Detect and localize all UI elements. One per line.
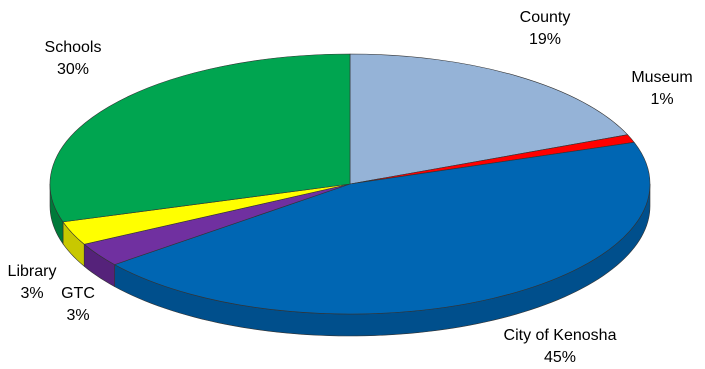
slice-label-library-pct: 3%: [20, 285, 44, 302]
slice-label-county-pct: 19%: [528, 31, 562, 48]
slice-label-library-name: Library: [7, 263, 57, 280]
slice-label-gtc-name: GTC: [61, 285, 95, 302]
slice-label-museum: Museum 1%: [622, 67, 702, 111]
pie-top: [49, 53, 651, 315]
pie-depth: [49, 183, 651, 337]
slice-city-of-kenosha: [114, 141, 651, 315]
slice-label-museum-name: Museum: [631, 69, 693, 86]
slice-label-library: Library 3%: [2, 261, 62, 305]
slice-label-county-name: County: [519, 9, 571, 26]
slice-label-schools-pct: 30%: [56, 61, 90, 78]
slice-label-city-of-kenosha-pct: 45%: [543, 349, 577, 366]
slice-label-gtc: GTC 3%: [38, 283, 118, 327]
slice-county: [349, 53, 628, 185]
slice-label-city-of-kenosha: City of Kenosha 45%: [485, 325, 635, 369]
slice-label-schools-name: Schools: [44, 39, 102, 56]
slice-label-schools: Schools 30%: [33, 37, 113, 81]
slice-schools: [49, 53, 351, 223]
slice-label-city-of-kenosha-name: City of Kenosha: [503, 327, 617, 344]
slice-label-gtc-pct: 3%: [66, 307, 90, 324]
slice-label-county: County 19%: [505, 7, 585, 51]
slice-label-museum-pct: 1%: [650, 91, 674, 108]
